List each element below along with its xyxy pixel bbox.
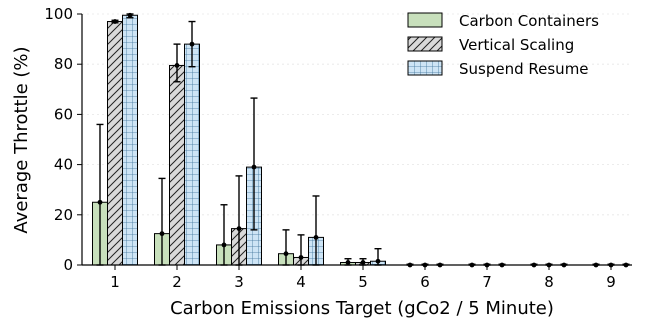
y-tick-label: 100 [44, 5, 73, 23]
x-tick-label: 1 [110, 273, 120, 291]
y-axis-label: Average Throttle (%) [11, 46, 32, 233]
legend-swatch-hatch-vertical-scaling [408, 37, 442, 51]
legend-label-carbon-containers: Carbon Containers [459, 12, 599, 30]
legend: Carbon Containers Vertical Scaling Suspend… [407, 12, 599, 78]
mean-marker [298, 255, 304, 260]
legend-swatch-hatch-suspend-resume [408, 61, 442, 75]
mean-marker [236, 226, 242, 232]
mean-marker [174, 63, 180, 68]
mean-marker [283, 251, 289, 257]
legend-swatch-outline [407, 60, 443, 76]
tick-labels: 0 20 40 60 80 100 1 2 3 4 5 6 7 8 9 [44, 5, 615, 291]
x-axis-label: Carbon Emissions Target (gCo2 / 5 Minute… [170, 298, 554, 319]
mean-marker [313, 234, 319, 240]
legend-swatch-outline [407, 36, 443, 52]
mean-marker [360, 260, 366, 265]
x-tick-label: 3 [234, 273, 244, 291]
y-tick-label: 0 [63, 256, 73, 274]
x-tick-label: 6 [420, 273, 430, 291]
bar-hatch-suspend-resume [184, 44, 200, 266]
mean-marker [97, 199, 103, 205]
legend-swatch-carbon-containers [408, 13, 442, 27]
y-tick-label: 20 [54, 206, 73, 224]
x-tick-label: 8 [544, 273, 554, 291]
legend-swatch-outline [407, 12, 443, 28]
x-tick-label: 2 [172, 273, 182, 291]
mean-marker [221, 242, 227, 248]
mean-marker [345, 260, 351, 265]
mean-marker [189, 41, 195, 47]
y-tick-label: 40 [54, 156, 73, 174]
x-tick-label: 9 [606, 273, 616, 291]
x-tick-label: 4 [296, 273, 306, 291]
axes [81, 14, 632, 266]
bar-hatch-vertical-scaling [169, 65, 185, 265]
mean-marker [251, 164, 257, 170]
mean-marker [112, 19, 118, 24]
mean-marker [127, 12, 133, 18]
y-tick-label: 80 [54, 55, 73, 73]
x-tick-label: 7 [482, 273, 492, 291]
mean-marker [159, 231, 165, 237]
legend-label-suspend-resume: Suspend Resume [459, 60, 589, 78]
bar-hatch-vertical-scaling [107, 21, 123, 266]
legend-label-vertical-scaling: Vertical Scaling [459, 36, 574, 54]
y-tick-label: 60 [54, 105, 73, 123]
x-tick-label: 5 [358, 273, 368, 291]
bar-hatch-suspend-resume [122, 15, 138, 265]
mean-marker [375, 258, 381, 264]
